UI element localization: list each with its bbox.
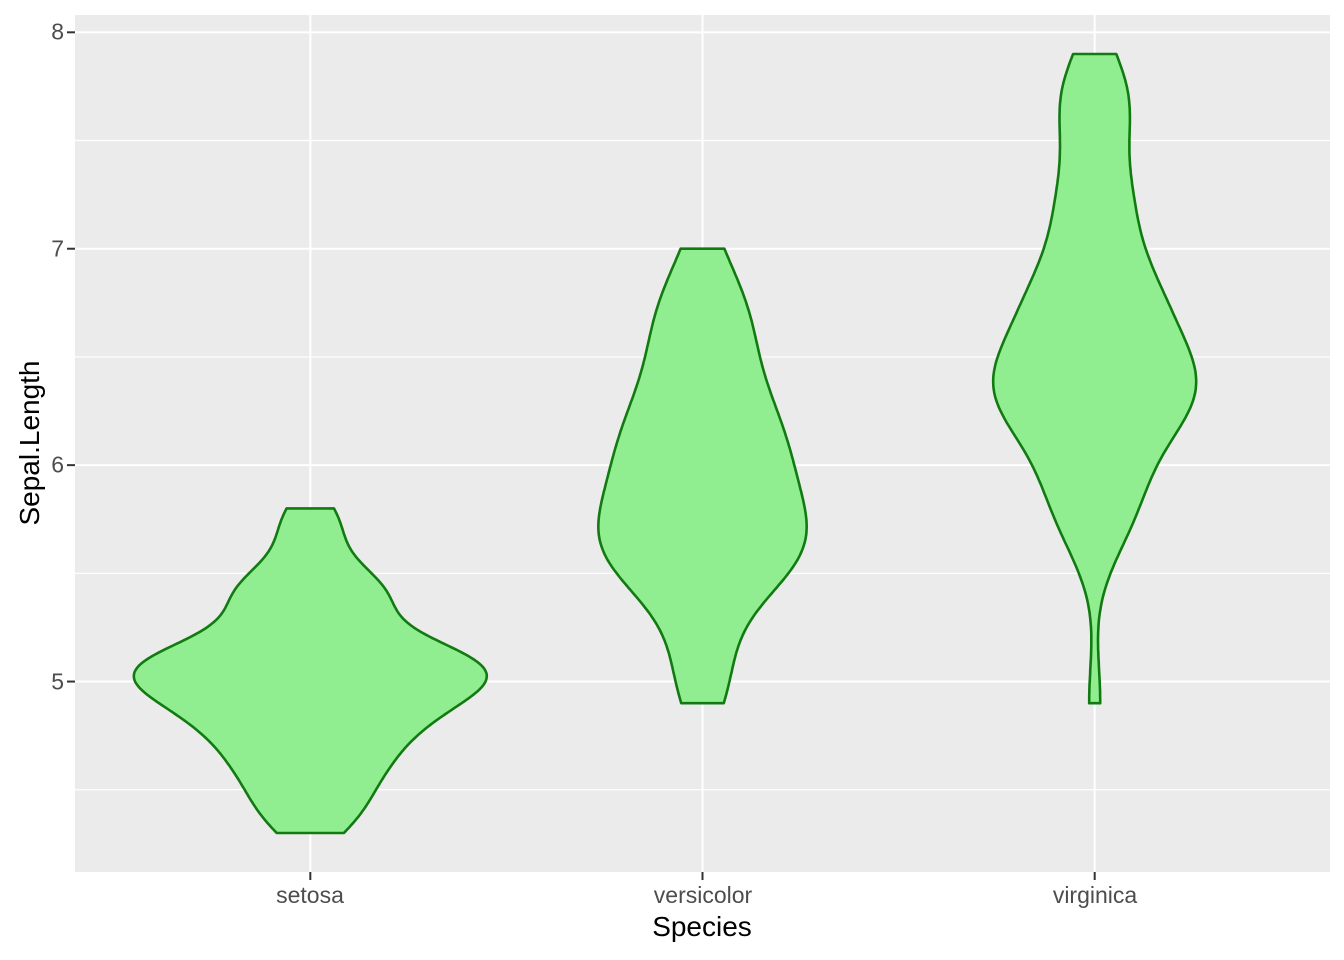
y-tick-label-7: 7 [51,235,64,262]
y-tick-label-8: 8 [51,18,64,45]
x-tick-label-versicolor: versicolor [653,882,753,908]
violin-versicolor [597,247,808,705]
violin-virginica [991,52,1198,705]
y-tick-label-5: 5 [51,668,64,695]
x-tick-label-setosa: setosa [276,882,344,908]
y-axis-title: Sepal.Length [14,360,45,526]
x-axis-title: Species [652,911,752,942]
violin-setosa [132,507,489,835]
x-tick-label-virginica: virginica [1052,882,1138,908]
y-tick-label-6: 6 [51,451,64,478]
